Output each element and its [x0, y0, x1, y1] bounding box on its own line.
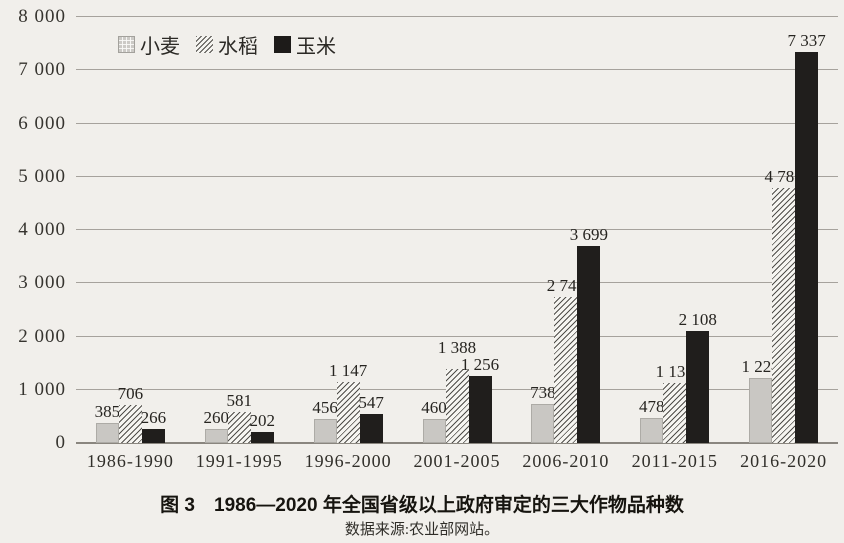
gridline-6000: [76, 122, 838, 124]
y-tick-label-2000: 2 000: [18, 325, 66, 347]
value-label-rice-1986-1990: 706: [117, 384, 144, 404]
x-tick-label-2006-2010: 2006-2010: [522, 451, 610, 471]
gridline-0: [76, 442, 838, 444]
bar-group-2011-2015: 478 1 131 2 108: [620, 17, 729, 443]
plot-area: 385 706 266 260 581 202 456 1 147 547 460 1 388 1 2…: [76, 16, 838, 444]
bar-wheat-2011-2015: 478: [639, 398, 664, 443]
bar-rice-1996-2000: 1 147: [329, 362, 367, 443]
value-label-corn-2016-2020: 7 337: [787, 31, 826, 51]
value-label-rice-1991-1995: 581: [226, 391, 253, 411]
value-label-wheat-1986-1990: 385: [94, 401, 121, 421]
gridline-8000: [76, 16, 838, 17]
value-label-wheat-1996-2000: 456: [312, 397, 338, 417]
value-label-rice-2006-2010: 2 745: [546, 275, 585, 295]
legend-label-rice: 水稻: [218, 36, 258, 58]
value-label-wheat-2001-2005: 460: [421, 397, 447, 417]
gridline-5000: [76, 175, 838, 177]
x-tick-label-1986-1990: 1986-1990: [86, 451, 174, 471]
y-tick-label-4000: 4 000: [18, 219, 66, 240]
bar-group-1996-2000: 456 1 147 547: [294, 17, 403, 443]
value-label-corn-2011-2015: 2 108: [678, 309, 717, 329]
bar-corn-2011-2015: 2 108: [679, 311, 717, 443]
bar-rice-2001-2005: 1 388: [438, 339, 476, 443]
bar-rice-2011-2015: 1 131: [656, 363, 694, 443]
legend-label-corn: 玉米: [296, 36, 336, 58]
figure-source: 数据来源:农业部网站。: [344, 522, 500, 538]
bar-group-1991-1995: 260 581 202: [185, 17, 294, 443]
value-label-wheat-2016-2020: 1 224: [741, 356, 780, 376]
bar-wheat-1986-1990: 385: [95, 403, 120, 443]
x-tick-label-1991-1995: 1991-1995: [195, 451, 283, 471]
bar-corn-1986-1990: 266: [141, 409, 166, 443]
bar-group-2001-2005: 460 1 388 1 256: [403, 17, 512, 443]
figure-title: 图 3 1986—2020 年全国省级以上政府审定的三大作物品种数: [160, 495, 684, 516]
bar-wheat-2006-2010: 738: [530, 384, 556, 443]
bar-corn-1991-1995: 202: [250, 412, 275, 443]
x-tick-label-2011-2015: 2011-2015: [631, 451, 718, 471]
value-label-corn-1991-1995: 202: [249, 411, 276, 431]
bar-group-2016-2020: 1 224 4 788 7 337: [729, 17, 838, 443]
bar-corn-2016-2020: 7 337: [787, 32, 826, 443]
value-label-corn-2001-2005: 1 256: [460, 355, 500, 375]
legend-label-wheat: 小麦: [140, 36, 180, 58]
corn-swatch-icon: [274, 36, 291, 53]
value-label-wheat-2006-2010: 738: [530, 382, 556, 402]
y-tick-label-7000: 7 000: [18, 59, 66, 81]
legend: 小麦 水稻 玉米: [118, 30, 336, 59]
wheat-swatch-icon: [118, 36, 135, 53]
gridline-3000: [76, 282, 838, 284]
x-tick-label-1996-2000: 1996-2000: [304, 451, 392, 471]
y-tick-label-3000: 3 000: [18, 272, 66, 294]
bar-rice-1991-1995: 581: [227, 392, 252, 443]
legend-item-rice: 水稻: [196, 30, 258, 59]
x-tick-label-2016-2020: 2016-2020: [740, 451, 828, 471]
rice-hatch-swatch-icon: [196, 36, 213, 53]
value-label-rice-2011-2015: 1 131: [655, 361, 694, 381]
bar-group-1986-1990: 385 706 266: [76, 17, 185, 443]
value-label-wheat-1991-1995: 260: [203, 408, 230, 428]
bar-corn-2006-2010: 3 699: [570, 226, 608, 443]
value-label-rice-2001-2005: 1 388: [437, 338, 477, 358]
bar-rice-1986-1990: 706: [118, 385, 143, 443]
y-tick-label-5000: 5 000: [18, 165, 66, 187]
bar-corn-2001-2005: 1 256: [461, 356, 499, 443]
y-tick-label-1000: 1 000: [18, 378, 66, 400]
bar-group-2006-2010: 738 2 745 3 699: [511, 17, 620, 443]
gridline-7000: [76, 69, 838, 71]
value-label-wheat-2011-2015: 478: [638, 396, 665, 416]
bar-wheat-2016-2020: 1 224: [741, 358, 780, 443]
bar-corn-1996-2000: 547: [358, 394, 384, 443]
y-tick-label-0: 0: [55, 432, 66, 453]
gridline-4000: [76, 229, 838, 230]
value-label-rice-1996-2000: 1 147: [329, 360, 368, 380]
legend-item-corn: 玉米: [274, 30, 336, 59]
y-tick-label-8000: 8 000: [18, 6, 66, 27]
x-axis-labels: 1986-1990 1991-1995 1996-2000 2001-2005 2006…: [76, 451, 838, 472]
value-label-rice-2016-2020: 4 788: [764, 167, 803, 186]
legend-item-wheat: 小麦: [118, 30, 180, 59]
value-label-corn-2006-2010: 3 699: [569, 225, 608, 244]
bar-wheat-1991-1995: 260: [204, 409, 229, 443]
bar-rice-2016-2020: 4 788: [764, 168, 803, 443]
x-tick-label-2001-2005: 2001-2005: [413, 451, 501, 471]
bar-groups: 385 706 266 260 581 202 456 1 147 547 460 1 388 1 2…: [76, 17, 838, 443]
y-tick-label-6000: 6 000: [18, 112, 66, 134]
value-label-corn-1986-1990: 266: [140, 407, 167, 427]
bar-wheat-2001-2005: 460: [421, 399, 447, 443]
value-label-corn-1996-2000: 547: [358, 392, 384, 412]
bar-wheat-1996-2000: 456: [312, 399, 338, 443]
gridline-2000: [76, 335, 838, 337]
bar-rice-2006-2010: 2 745: [547, 277, 585, 443]
